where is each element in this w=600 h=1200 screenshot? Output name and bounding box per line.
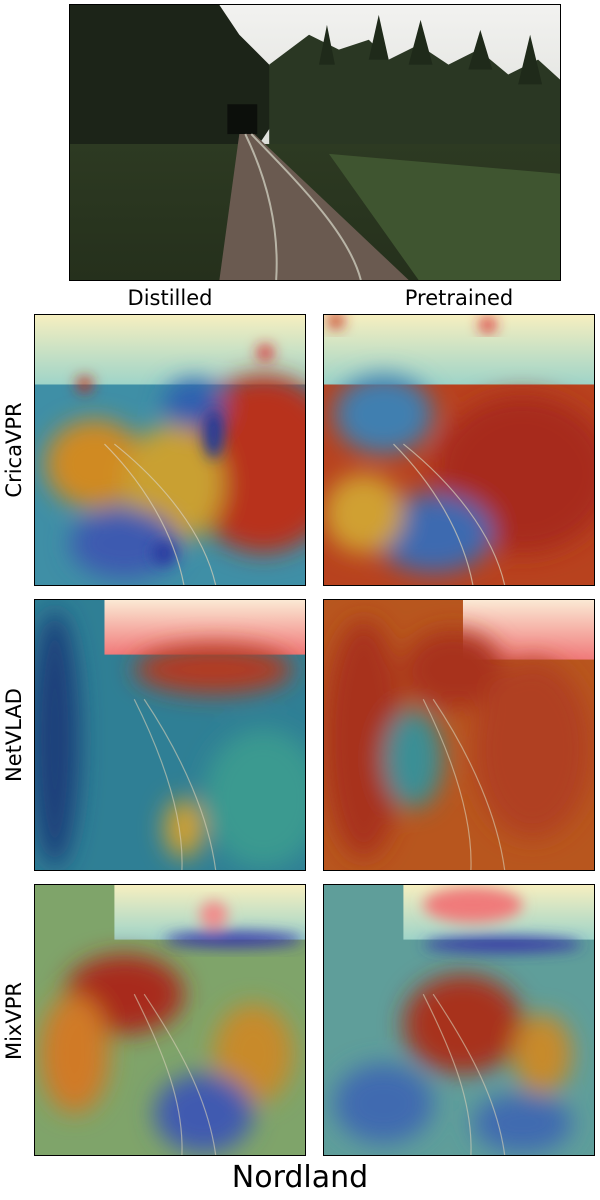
heatmap-mixvpr-pretrained	[323, 884, 595, 1156]
dataset-label: Nordland	[0, 1160, 600, 1195]
column-label-pretrained: Pretrained	[323, 286, 595, 310]
heatmap-cricavpr-distilled	[34, 314, 306, 586]
row-label-cricavpr: CricaVPR	[1, 314, 27, 586]
row-label-mixvpr: MixVPR	[1, 885, 27, 1157]
query-photo	[69, 4, 561, 281]
railway-photo-image	[70, 5, 560, 280]
heatmap-mixvpr-distilled	[34, 884, 306, 1156]
column-label-distilled: Distilled	[34, 286, 306, 310]
heatmap-cricavpr-pretrained	[323, 314, 595, 586]
heatmap-netvlad-distilled	[34, 599, 306, 871]
heatmap-netvlad-pretrained	[323, 599, 595, 871]
row-label-netvlad: NetVLAD	[1, 599, 27, 871]
